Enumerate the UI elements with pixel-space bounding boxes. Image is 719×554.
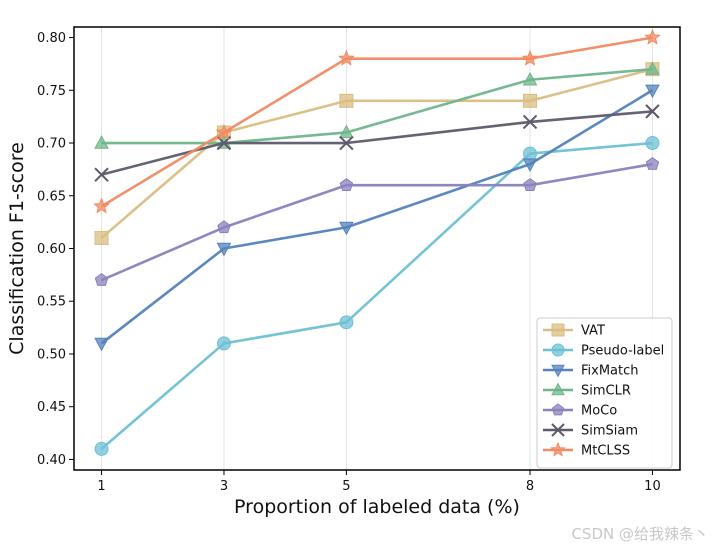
y-tick-label: 0.75 <box>37 84 66 99</box>
y-axis-ticks: 0.40 0.45 0.50 0.55 0.60 0.65 0.70 0.75 0.80 <box>37 31 74 468</box>
x-tick-label: 8 <box>526 479 534 494</box>
data-point <box>215 123 233 140</box>
data-point <box>339 93 354 108</box>
data-point <box>645 61 660 75</box>
watermark: CSDN @给我辣条丶 <box>571 525 709 543</box>
series-line <box>100 36 653 208</box>
legend-marker <box>551 343 565 357</box>
data-point <box>94 230 109 245</box>
y-tick-label: 0.40 <box>37 453 66 468</box>
data-point <box>93 197 110 214</box>
x-tick-label: 1 <box>97 479 105 494</box>
series-mtclss <box>93 28 661 214</box>
legend-item: VAT <box>543 323 605 339</box>
data-point <box>94 441 109 456</box>
series-simclr <box>94 61 660 149</box>
series-pseudo-label <box>94 136 660 456</box>
data-point <box>94 135 109 149</box>
legend-label: MtCLSS <box>581 444 630 459</box>
x-tick-label: 3 <box>220 479 228 494</box>
legend-marker <box>551 423 565 437</box>
data-point <box>523 146 538 161</box>
legend-marker <box>551 403 565 416</box>
x-axis-ticks: 1 3 5 8 10 <box>97 470 661 494</box>
y-tick-label: 0.60 <box>37 242 66 257</box>
legend-item: MtCLSS <box>543 441 630 459</box>
data-point <box>645 104 660 119</box>
y-tick-label: 0.70 <box>37 137 66 152</box>
y-tick-label: 0.65 <box>37 189 66 204</box>
legend-marker <box>551 323 565 337</box>
series-moco <box>94 157 660 286</box>
series-line <box>101 67 653 145</box>
data-point <box>216 242 232 257</box>
x-tick-label: 5 <box>342 479 350 494</box>
data-point <box>522 114 538 130</box>
data-point <box>521 49 539 66</box>
data-point <box>94 167 109 182</box>
data-point <box>523 93 538 108</box>
data-point <box>339 315 354 330</box>
data-point <box>94 337 109 352</box>
data-point <box>645 157 660 170</box>
y-axis-label: Classification F1-score <box>6 142 28 355</box>
legend-item: SimSiam <box>543 423 638 439</box>
y-tick-label: 0.55 <box>37 295 66 310</box>
legend-label: FixMatch <box>581 364 639 379</box>
legend-item: MoCo <box>543 403 617 419</box>
legend-label: SimCLR <box>581 384 631 399</box>
legend: VAT Pseudo-label FixMatch SimCLR MoCo SimSiam… <box>536 317 673 469</box>
legend-item: SimCLR <box>543 382 631 399</box>
x-axis-label: Proportion of labeled data (%) <box>234 496 520 518</box>
legend-marker <box>551 364 565 378</box>
data-point <box>645 136 660 151</box>
legend-label: VAT <box>581 324 605 339</box>
legend-label: SimSiam <box>581 424 638 439</box>
data-point <box>216 336 231 351</box>
data-point <box>645 84 660 99</box>
y-tick-label: 0.50 <box>37 347 66 362</box>
data-point <box>339 135 354 151</box>
data-point <box>523 178 537 191</box>
data-point <box>94 273 109 286</box>
data-point <box>644 28 661 45</box>
legend-marker <box>551 382 565 396</box>
series-line <box>100 89 654 345</box>
series-line <box>101 162 653 282</box>
legend-label: Pseudo-label <box>581 344 664 359</box>
data-point <box>337 49 355 66</box>
data-point <box>339 124 354 139</box>
legend-marker <box>550 441 566 457</box>
y-tick-label: 0.45 <box>37 400 66 415</box>
legend-item: FixMatch <box>543 364 639 379</box>
data-point <box>339 178 354 191</box>
legend-item: Pseudo-label <box>543 343 664 359</box>
y-tick-label: 0.80 <box>37 31 66 46</box>
data-series <box>93 28 661 456</box>
x-tick-label: 10 <box>644 479 661 494</box>
legend-label: MoCo <box>581 404 617 419</box>
data-point <box>522 71 538 86</box>
series-fixmatch <box>94 84 660 352</box>
data-point <box>522 158 538 172</box>
data-point <box>339 221 354 236</box>
data-point <box>217 220 231 234</box>
